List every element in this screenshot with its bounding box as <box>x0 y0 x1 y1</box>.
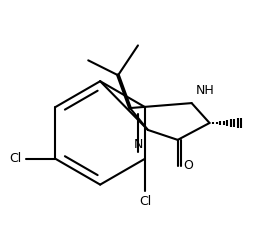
Text: O: O <box>184 159 193 172</box>
Text: N: N <box>134 138 143 151</box>
Text: Cl: Cl <box>9 152 22 165</box>
Text: NH: NH <box>196 84 214 97</box>
Text: Cl: Cl <box>139 194 151 208</box>
